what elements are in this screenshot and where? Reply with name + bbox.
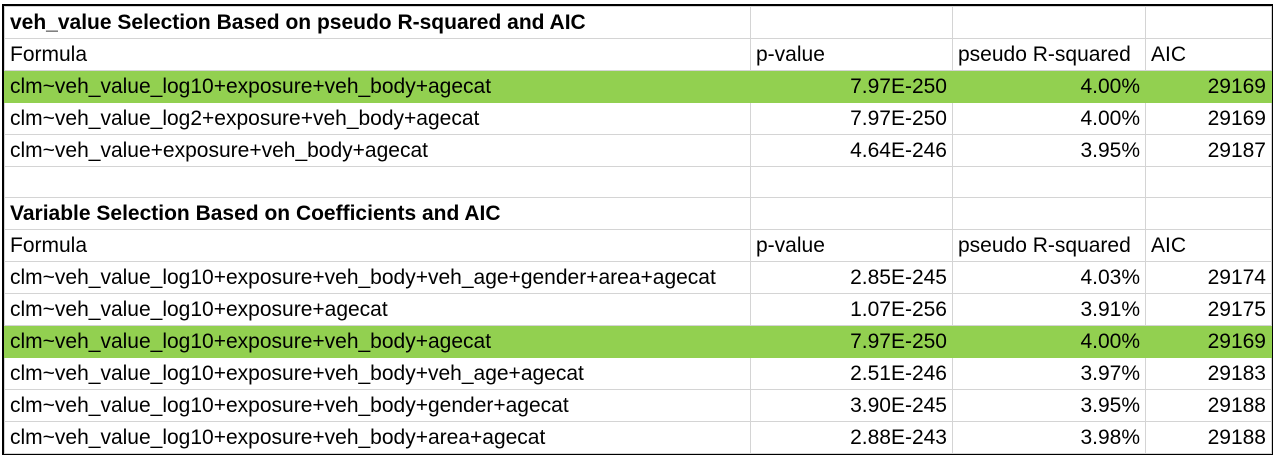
header-p-value[interactable]: p-value [750,38,953,71]
empty-cell[interactable] [750,6,953,39]
p-value-cell[interactable]: 3.90E-245 [750,389,953,422]
p-value-cell[interactable]: 2.51E-246 [750,357,953,390]
header-row: Formula p-value pseudo R-squared AIC [4,229,1272,262]
pseudo-r2-cell[interactable]: 3.95% [952,389,1146,422]
table-row: clm~veh_value_log10+exposure+veh_body+ag… [4,70,1272,103]
pseudo-r2-cell[interactable]: 4.03% [952,261,1146,294]
p-value-cell[interactable]: 2.88E-243 [750,421,953,454]
empty-cell[interactable] [1145,166,1272,198]
pseudo-r2-cell[interactable]: 3.97% [952,357,1146,390]
results-grid: veh_value Selection Based on pseudo R-sq… [4,6,1272,454]
aic-cell[interactable]: 29169 [1145,325,1272,358]
pseudo-r2-cell[interactable]: 4.00% [952,102,1146,135]
spreadsheet-table: veh_value Selection Based on pseudo R-sq… [2,4,1273,455]
p-value-cell[interactable]: 7.97E-250 [750,325,953,358]
aic-cell[interactable]: 29183 [1145,357,1272,390]
pseudo-r2-cell[interactable]: 3.91% [952,293,1146,326]
empty-cell[interactable] [952,197,1146,230]
table-row: clm~veh_value_log10+exposure+veh_body+ve… [4,261,1272,294]
empty-cell[interactable] [952,6,1146,39]
formula-cell[interactable]: clm~veh_value+exposure+veh_body+agecat [4,134,751,167]
pseudo-r2-cell[interactable]: 4.00% [952,325,1146,358]
pseudo-r2-cell[interactable]: 3.95% [952,134,1146,167]
formula-cell[interactable]: clm~veh_value_log10+exposure+veh_body+ag… [4,325,751,358]
table-row: clm~veh_value+exposure+veh_body+agecat 4… [4,134,1272,167]
formula-cell[interactable]: clm~veh_value_log10+exposure+veh_body+ve… [4,357,751,390]
section-title-row: veh_value Selection Based on pseudo R-sq… [4,6,1272,39]
header-p-value[interactable]: p-value [750,229,953,262]
table-row: clm~veh_value_log10+exposure+veh_body+ar… [4,421,1272,454]
empty-cell[interactable] [1145,197,1272,230]
section-title[interactable]: veh_value Selection Based on pseudo R-sq… [4,6,751,39]
p-value-cell[interactable]: 1.07E-256 [750,293,953,326]
aic-cell[interactable]: 29169 [1145,102,1272,135]
table-row: clm~veh_value_log2+exposure+veh_body+age… [4,102,1272,135]
header-aic[interactable]: AIC [1145,38,1272,71]
pseudo-r2-cell[interactable]: 4.00% [952,70,1146,103]
header-row: Formula p-value pseudo R-squared AIC [4,38,1272,71]
formula-cell[interactable]: clm~veh_value_log10+exposure+veh_body+ge… [4,389,751,422]
aic-cell[interactable]: 29174 [1145,261,1272,294]
empty-cell[interactable] [750,166,953,198]
table-row: clm~veh_value_log10+exposure+agecat 1.07… [4,293,1272,326]
header-pseudo-r-squared[interactable]: pseudo R-squared [952,229,1146,262]
empty-cell[interactable] [1145,6,1272,39]
section-title-row: Variable Selection Based on Coefficients… [4,197,1272,230]
formula-cell[interactable]: clm~veh_value_log10+exposure+veh_body+ag… [4,70,751,103]
section-title[interactable]: Variable Selection Based on Coefficients… [4,197,751,230]
empty-cell[interactable] [952,166,1146,198]
table-row: clm~veh_value_log10+exposure+veh_body+ag… [4,325,1272,358]
aic-cell[interactable]: 29169 [1145,70,1272,103]
formula-cell[interactable]: clm~veh_value_log2+exposure+veh_body+age… [4,102,751,135]
header-formula[interactable]: Formula [4,38,751,71]
table-row: clm~veh_value_log10+exposure+veh_body+ge… [4,389,1272,422]
aic-cell[interactable]: 29187 [1145,134,1272,167]
p-value-cell[interactable]: 7.97E-250 [750,102,953,135]
p-value-cell[interactable]: 2.85E-245 [750,261,953,294]
table-row: clm~veh_value_log10+exposure+veh_body+ve… [4,357,1272,390]
aic-cell[interactable]: 29188 [1145,421,1272,454]
empty-cell[interactable] [750,197,953,230]
header-formula[interactable]: Formula [4,229,751,262]
blank-row [4,166,1272,198]
aic-cell[interactable]: 29188 [1145,389,1272,422]
formula-cell[interactable]: clm~veh_value_log10+exposure+veh_body+ar… [4,421,751,454]
formula-cell[interactable]: clm~veh_value_log10+exposure+agecat [4,293,751,326]
header-pseudo-r-squared[interactable]: pseudo R-squared [952,38,1146,71]
formula-cell[interactable]: clm~veh_value_log10+exposure+veh_body+ve… [4,261,751,294]
header-aic[interactable]: AIC [1145,229,1272,262]
p-value-cell[interactable]: 7.97E-250 [750,70,953,103]
aic-cell[interactable]: 29175 [1145,293,1272,326]
p-value-cell[interactable]: 4.64E-246 [750,134,953,167]
pseudo-r2-cell[interactable]: 3.98% [952,421,1146,454]
empty-cell[interactable] [4,166,751,198]
